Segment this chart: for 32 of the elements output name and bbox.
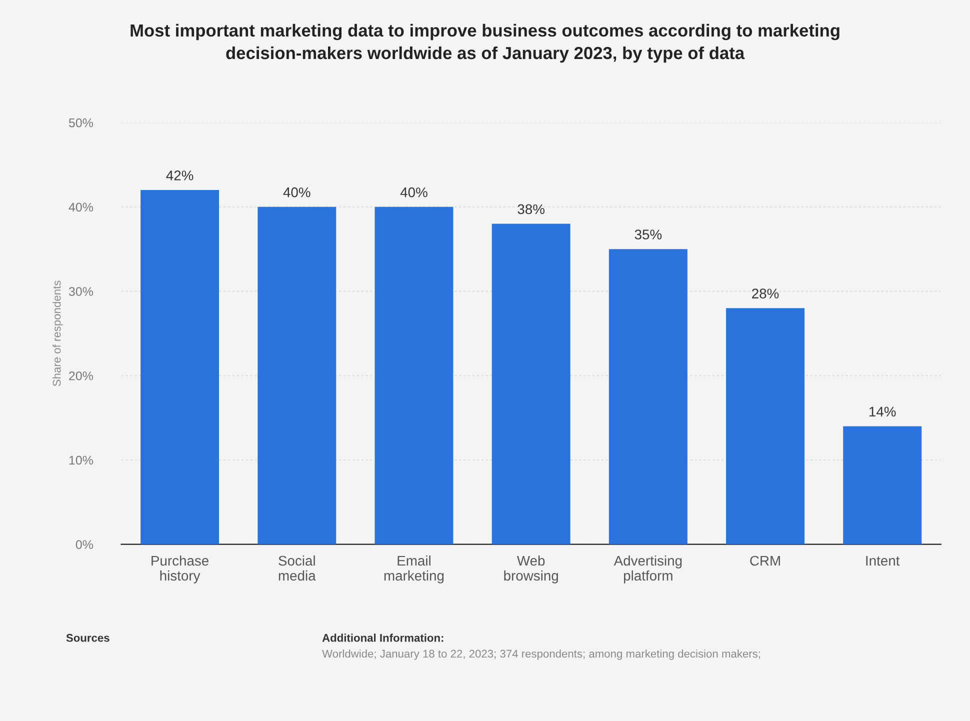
bar (492, 224, 570, 544)
x-tick-label: CRM (750, 556, 780, 566)
bar (726, 308, 804, 544)
x-tick-label: Email marketing (384, 555, 444, 584)
data-label: 35% (634, 230, 662, 240)
bar (374, 206, 454, 544)
data-label: 38% (518, 204, 544, 214)
data-label: 42% (166, 170, 194, 180)
bar (140, 190, 220, 544)
y-tick-label: 0% (76, 540, 94, 550)
text: Additional Information: (322, 634, 444, 642)
bar (608, 249, 688, 544)
bar (843, 426, 922, 544)
x-tick-label: Web browsing (504, 555, 558, 584)
data-label: 28% (752, 288, 779, 298)
bar (258, 206, 336, 544)
y-tick-label: 40% (68, 202, 94, 212)
text: Worldwide; January 18 to 22, 2023; 374 respondents; among marketing decision makers; (322, 650, 760, 660)
x-tick-label: Advertising platform (614, 555, 682, 584)
data-label: 40% (400, 187, 428, 198)
y-tick-label: 10% (69, 456, 94, 465)
x-tick-label: Purchase history (152, 555, 209, 584)
x-tick-label: Social media (278, 555, 316, 581)
text: Sources (66, 634, 110, 642)
y-tick-label: 50% (68, 118, 94, 128)
y-axis-title: Share of respondents (52, 280, 63, 386)
y-tick-label: 20% (69, 371, 94, 380)
x-tick-label: Intent (866, 556, 900, 566)
data-label: 40% (283, 187, 310, 198)
data-label: 14% (870, 406, 896, 417)
y-tick-label: 30% (68, 287, 94, 296)
chart-title: Most important marketing data to improve business outcomes according to marketing decision-makers worldwide as of January 2023, by type of data (130, 24, 840, 63)
